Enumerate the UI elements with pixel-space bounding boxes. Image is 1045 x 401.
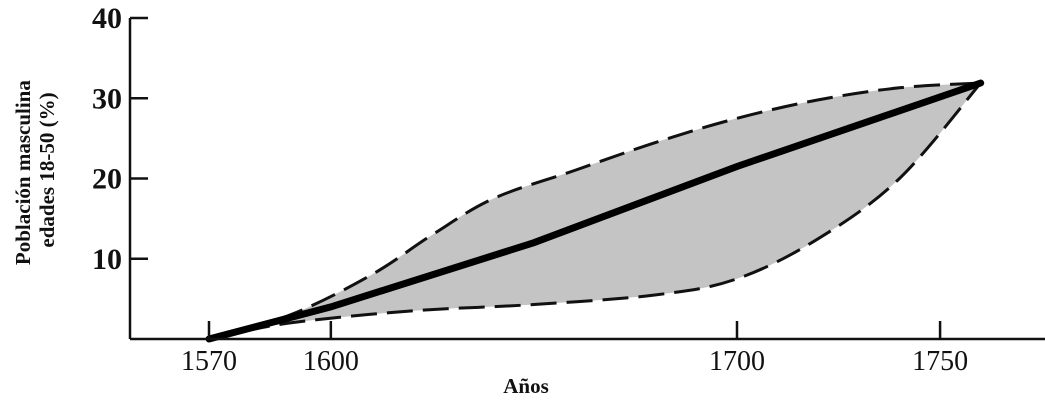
y-axis-title-line-1: Población masculina [11, 80, 35, 265]
y-axis-title-line-2: edades 18-50 (%) [35, 92, 59, 247]
x-ticks: 1570 1600 1700 1750 [181, 321, 968, 377]
y-tick-label: 40 [92, 2, 122, 35]
range-upper-bound [208, 81, 981, 341]
x-tick-label: 1600 [303, 346, 359, 377]
series-line [205, 79, 985, 343]
x-tick-label: 1570 [181, 346, 237, 377]
x-tick-label: 1700 [709, 346, 765, 377]
y-tick-label: 20 [92, 163, 122, 196]
x-tick-label: 1750 [912, 346, 968, 377]
y-axis-title: Población masculina edades 18-50 (%) [11, 75, 59, 265]
x-axis-title: Años [503, 374, 549, 398]
range-lower-bound [208, 82, 982, 341]
y-tick-label: 30 [92, 82, 122, 115]
y-tick-label: 10 [92, 243, 122, 276]
y-ticks: 10 20 30 40 [92, 2, 148, 276]
plot-area [205, 79, 985, 343]
